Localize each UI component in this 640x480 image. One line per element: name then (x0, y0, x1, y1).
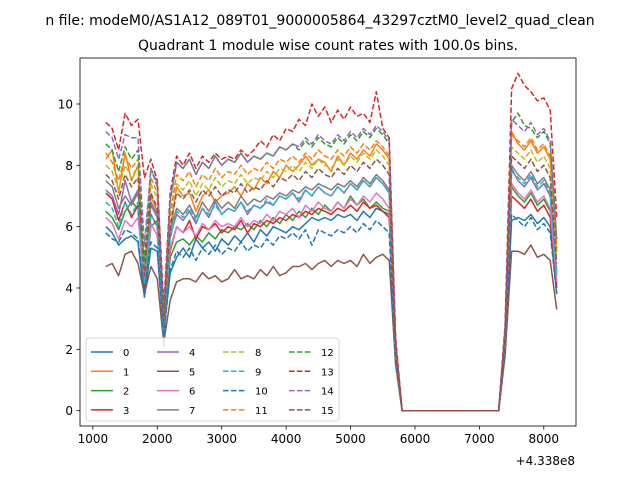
y-tick-label-0: 0 (65, 404, 73, 418)
legend-label-0: 0 (123, 348, 129, 359)
x-tick-label-3000: 3000 (206, 432, 237, 446)
legend-label-1: 1 (123, 367, 129, 378)
y-tick-label-8: 8 (65, 159, 73, 173)
series-line-15 (105, 155, 558, 412)
legend-label-11: 11 (255, 406, 268, 417)
x-tick-label-4000: 4000 (271, 432, 302, 446)
legend-label-5: 5 (189, 367, 195, 378)
legend-label-3: 3 (123, 406, 129, 417)
x-tick-label-7000: 7000 (464, 432, 495, 446)
x-tick-label-6000: 6000 (400, 432, 431, 446)
legend-label-7: 7 (189, 406, 195, 417)
figure-suptitle: n file: modeM0/AS1A12_089T01_9000005864_… (45, 13, 594, 29)
y-tick-label-4: 4 (65, 282, 73, 296)
axes-frame (79, 57, 577, 427)
legend-label-8: 8 (255, 348, 261, 359)
x-offset-text: +4.338e8 (516, 454, 575, 468)
x-tick-label-5000: 5000 (335, 432, 366, 446)
chart-title: Quadrant 1 module wise count rates with … (138, 38, 518, 54)
y-tick-label-2: 2 (65, 343, 73, 357)
legend-label-6: 6 (189, 387, 195, 398)
x-tick-label-2000: 2000 (142, 432, 173, 446)
legend-label-2: 2 (123, 387, 129, 398)
legend-box (85, 337, 340, 422)
x-tick-label-1000: 1000 (78, 432, 109, 446)
y-tick-label-6: 6 (65, 220, 73, 234)
legend-label-14: 14 (321, 387, 334, 398)
x-tick-label-8000: 8000 (529, 432, 560, 446)
plot-area (105, 72, 558, 412)
legend-label-13: 13 (321, 367, 334, 378)
legend-label-12: 12 (321, 348, 334, 359)
legend-label-10: 10 (255, 387, 268, 398)
y-tick-label-10: 10 (58, 98, 73, 112)
legend-label-9: 9 (255, 367, 261, 378)
legend-label-4: 4 (189, 348, 195, 359)
legend-label-15: 15 (321, 406, 334, 417)
